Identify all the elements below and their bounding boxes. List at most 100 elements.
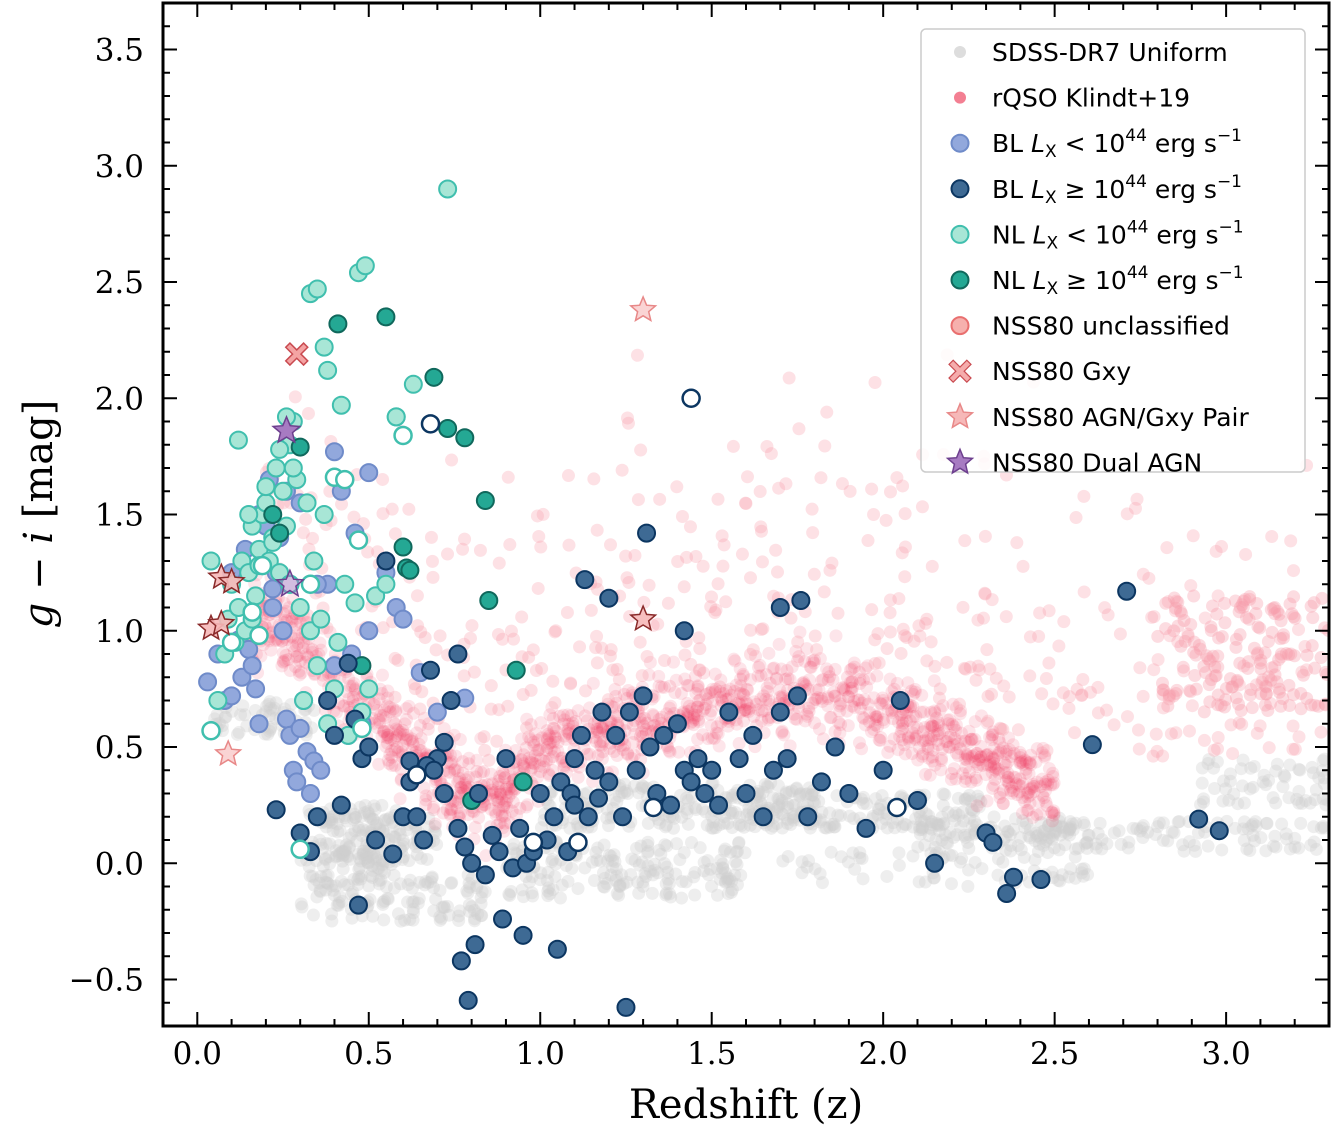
- sdss-point: [925, 815, 939, 829]
- rqso-point: [798, 714, 812, 728]
- rqso-point: [1258, 646, 1272, 660]
- bl-high-point: [547, 939, 567, 959]
- rqso-point: [970, 799, 984, 813]
- sdss-point: [732, 835, 746, 849]
- sdss-point: [936, 787, 950, 801]
- rqso-point: [443, 808, 457, 822]
- rqso-point: [1169, 726, 1183, 740]
- sdss-point: [1259, 844, 1273, 858]
- sdss-point: [1004, 844, 1018, 858]
- sdss-point: [402, 854, 416, 868]
- rqso-point: [1077, 489, 1091, 503]
- rqso-point: [937, 723, 951, 737]
- sdss-point: [1161, 834, 1175, 848]
- rqso-point: [348, 682, 362, 696]
- rqso-point: [978, 529, 992, 543]
- sdss-point: [770, 816, 784, 830]
- rqso-point: [380, 728, 394, 742]
- sdss-point: [987, 810, 1001, 824]
- rqso-point: [283, 664, 297, 678]
- sdss-point: [957, 814, 971, 828]
- sdss-point: [930, 817, 944, 831]
- rqso-point: [1030, 775, 1044, 789]
- rqso-point: [468, 820, 482, 834]
- bl-high-point: [592, 702, 612, 722]
- rqso-point: [422, 717, 436, 731]
- sdss-point: [966, 819, 980, 833]
- sdss-point: [1195, 776, 1209, 790]
- sdss-point: [442, 908, 456, 922]
- rqso-point: [443, 766, 457, 780]
- sdss-point: [468, 912, 482, 926]
- rqso-point: [711, 577, 725, 591]
- rqso-point: [953, 742, 967, 756]
- sdss-point: [430, 837, 444, 851]
- sdss-point: [688, 888, 702, 902]
- rqso-point: [441, 547, 455, 561]
- rqso-point: [940, 655, 954, 669]
- sdss-point: [944, 877, 958, 891]
- sdss-point: [628, 854, 642, 868]
- sdss-point: [781, 797, 795, 811]
- sdss-point: [1056, 821, 1070, 835]
- sdss-point: [453, 904, 467, 918]
- rqso-point: [847, 694, 861, 708]
- sdss-point: [1217, 774, 1231, 788]
- rqso-point: [561, 469, 575, 483]
- nl-low-point: [304, 551, 324, 571]
- sdss-point: [779, 785, 793, 799]
- sdss-point: [948, 814, 962, 828]
- sdss-point: [369, 852, 383, 866]
- rqso-point: [299, 512, 313, 526]
- rqso-point: [783, 673, 797, 687]
- sdss-point: [956, 805, 970, 819]
- sdss-point: [541, 889, 555, 903]
- rqso-point: [402, 699, 416, 713]
- sdss-point: [542, 881, 556, 895]
- sdss-point: [795, 855, 809, 869]
- sdss-point: [1268, 829, 1282, 843]
- rqso-point: [606, 663, 620, 677]
- sdss-point: [919, 807, 933, 821]
- rqso-point: [928, 758, 942, 772]
- rqso-point: [393, 792, 407, 806]
- bl-high-point: [348, 895, 368, 915]
- sdss-point: [960, 791, 974, 805]
- rqso-point: [1013, 745, 1027, 759]
- rqso-point: [313, 636, 327, 650]
- sdss-point: [913, 823, 927, 837]
- rqso-point: [1233, 656, 1247, 670]
- sdss-point: [701, 868, 715, 882]
- sdss-point: [794, 787, 808, 801]
- sdss-point: [313, 883, 327, 897]
- rqso-point: [831, 606, 845, 620]
- sdss-point: [972, 800, 986, 814]
- rqso-point: [264, 643, 278, 657]
- sdss-point: [355, 829, 369, 843]
- rqso-point: [470, 753, 484, 767]
- sdss-point: [502, 887, 516, 901]
- sdss-point: [367, 799, 381, 813]
- sdss-point: [659, 886, 673, 900]
- rqso-point: [777, 728, 791, 742]
- rqso-point: [484, 679, 498, 693]
- bl-high-point: [571, 725, 591, 745]
- rqso-point: [517, 748, 531, 762]
- sdss-point: [680, 806, 694, 820]
- sdss-point: [601, 854, 615, 868]
- sdss-point: [875, 789, 889, 803]
- sdss-point: [701, 854, 715, 868]
- rqso-point: [704, 719, 718, 733]
- rqso-point: [735, 547, 749, 561]
- sdss-point: [1055, 819, 1069, 833]
- sdss-point: [375, 798, 389, 812]
- sdss-point: [613, 880, 627, 894]
- rqso-point: [1069, 511, 1083, 525]
- sdss-point: [679, 875, 693, 889]
- sdss-point: [787, 810, 801, 824]
- rqso-point: [1007, 770, 1021, 784]
- sdss-point: [325, 879, 339, 893]
- sdss-point: [503, 889, 517, 903]
- nl-low-point: [345, 593, 365, 613]
- rqso-point: [593, 738, 607, 752]
